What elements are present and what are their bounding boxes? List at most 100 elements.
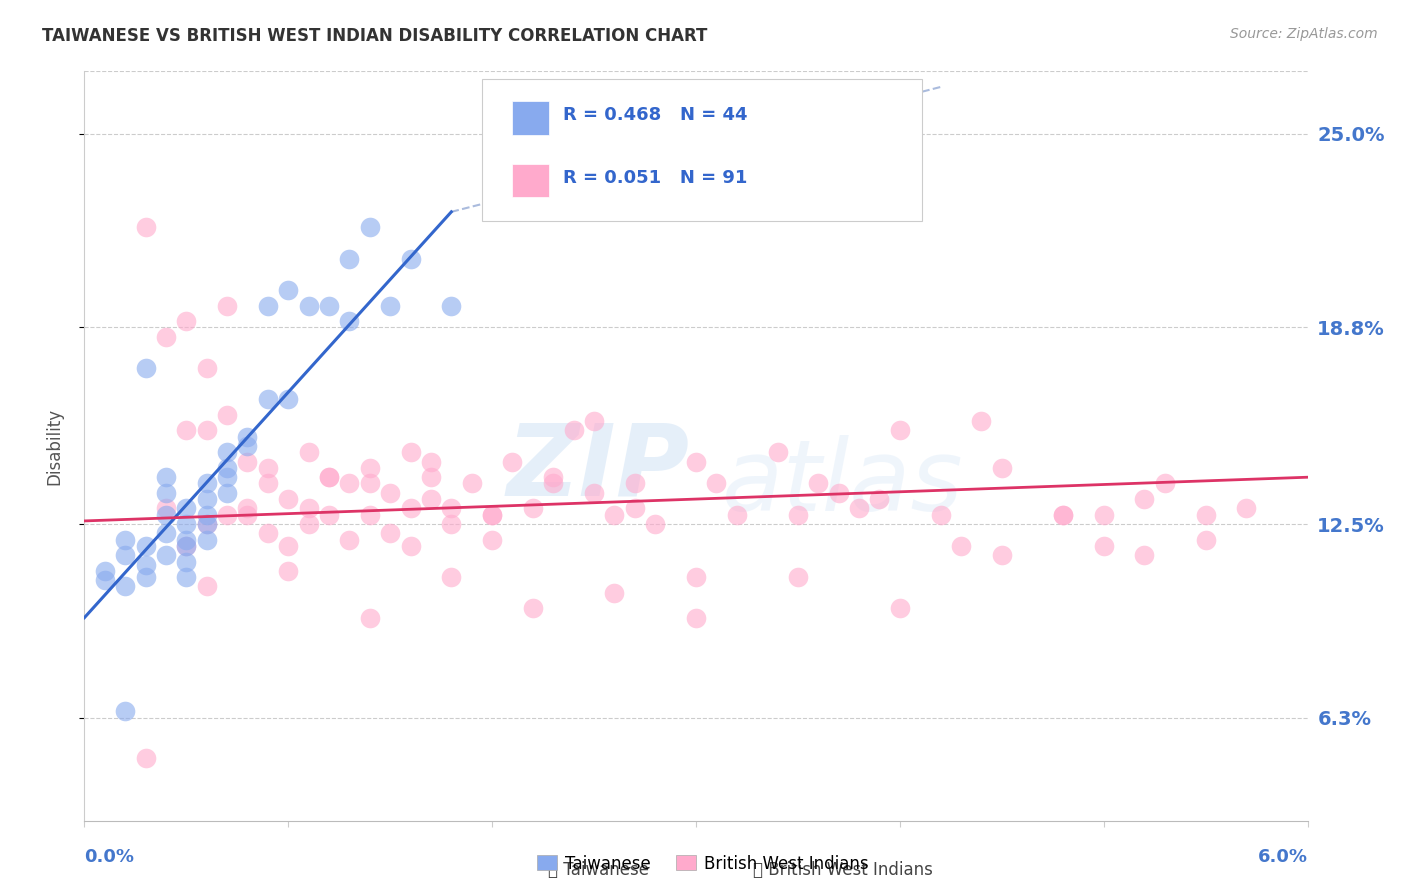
Point [195, 517, 218, 532]
Point [217, 445, 239, 459]
Point [195, 580, 218, 594]
Text: ZIP: ZIP [506, 420, 689, 517]
Point [217, 461, 239, 475]
Point [869, 492, 891, 507]
Point [135, 558, 157, 572]
Point [257, 526, 280, 541]
FancyBboxPatch shape [482, 78, 922, 221]
Point [440, 517, 463, 532]
Point [644, 517, 666, 532]
Point [217, 470, 239, 484]
Point [195, 533, 218, 547]
Point [298, 298, 321, 313]
Bar [513, 102, 550, 135]
Point [195, 517, 218, 532]
Point [420, 455, 443, 469]
Point [1195, 533, 1218, 547]
Point [481, 533, 503, 547]
Point [1133, 548, 1156, 563]
Point [1052, 508, 1074, 522]
Point [236, 501, 259, 516]
Point [176, 539, 198, 553]
Point [1236, 501, 1258, 516]
Point [481, 508, 503, 522]
Point [848, 501, 870, 516]
Legend: Taiwanese, British West Indians: Taiwanese, British West Indians [530, 848, 876, 880]
Point [399, 539, 422, 553]
Point [461, 476, 484, 491]
Point [298, 501, 321, 516]
Point [277, 392, 299, 407]
Y-axis label: Disability: Disability [45, 408, 63, 484]
Point [522, 601, 544, 615]
Point [440, 298, 463, 313]
Point [1133, 492, 1156, 507]
Point [543, 470, 565, 484]
Point [766, 445, 789, 459]
Point [277, 564, 299, 578]
Text: atlas: atlas [721, 435, 963, 532]
Point [155, 526, 177, 541]
Point [155, 330, 177, 344]
Point [277, 283, 299, 297]
Point [195, 361, 218, 376]
Point [543, 476, 565, 491]
Point [195, 492, 218, 507]
Point [991, 548, 1014, 563]
Point [339, 252, 361, 266]
Point [1195, 508, 1218, 522]
Point [176, 314, 198, 328]
Point [257, 461, 280, 475]
Point [562, 424, 585, 438]
Point [440, 570, 463, 584]
Point [1092, 539, 1115, 553]
Point [502, 455, 524, 469]
Point [155, 508, 177, 522]
Point [991, 461, 1014, 475]
Point [176, 570, 198, 584]
Point [135, 570, 157, 584]
Text: 0.0%: 0.0% [84, 848, 135, 866]
Point [828, 485, 851, 500]
Point [298, 517, 321, 532]
Point [114, 705, 136, 719]
Point [195, 476, 218, 491]
Point [603, 586, 626, 600]
Point [114, 580, 136, 594]
Point [339, 533, 361, 547]
Point [236, 455, 259, 469]
Point [257, 476, 280, 491]
Point [889, 601, 911, 615]
Point [359, 220, 381, 235]
Point [399, 445, 422, 459]
Point [787, 508, 810, 522]
Point [217, 298, 239, 313]
Point [114, 548, 136, 563]
Point [380, 485, 402, 500]
Point [135, 539, 157, 553]
Point [1052, 508, 1074, 522]
Point [195, 424, 218, 438]
Text: R = 0.051   N = 91: R = 0.051 N = 91 [562, 169, 747, 186]
Point [950, 539, 973, 553]
Point [217, 508, 239, 522]
Point [420, 492, 443, 507]
Point [1154, 476, 1177, 491]
Point [583, 485, 606, 500]
Point [176, 555, 198, 569]
Point [318, 470, 340, 484]
Text: ⬜ British West Indians: ⬜ British West Indians [752, 861, 932, 879]
Text: ⬜ Taiwanese: ⬜ Taiwanese [547, 861, 648, 879]
Point [298, 445, 321, 459]
Point [889, 424, 911, 438]
Point [970, 414, 993, 428]
Point [929, 508, 952, 522]
Point [195, 508, 218, 522]
Point [176, 424, 198, 438]
Text: Source: ZipAtlas.com: Source: ZipAtlas.com [1230, 27, 1378, 41]
Point [236, 439, 259, 453]
Point [399, 252, 422, 266]
Point [380, 298, 402, 313]
Point [277, 492, 299, 507]
Point [135, 361, 157, 376]
